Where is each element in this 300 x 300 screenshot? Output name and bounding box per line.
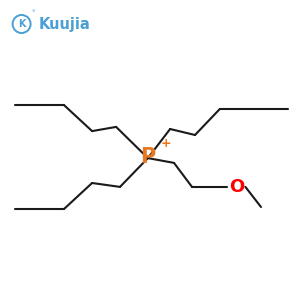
Text: Kuujia: Kuujia [39, 16, 91, 32]
Text: K: K [18, 19, 25, 29]
Text: +: + [160, 137, 171, 150]
Text: °: ° [31, 11, 35, 16]
Text: P: P [140, 147, 155, 166]
Text: O: O [230, 178, 244, 196]
